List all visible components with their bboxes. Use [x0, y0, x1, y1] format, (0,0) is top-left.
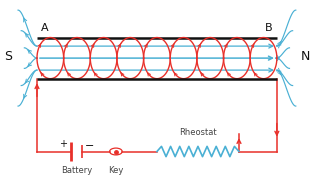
Text: Battery: Battery	[61, 166, 92, 175]
Text: +: +	[59, 139, 67, 149]
Text: A: A	[41, 23, 49, 33]
Text: B: B	[265, 23, 273, 33]
Text: Key: Key	[108, 166, 124, 175]
Text: −: −	[85, 141, 95, 151]
Text: S: S	[4, 50, 13, 63]
Text: N: N	[301, 50, 310, 63]
Text: Rheostat: Rheostat	[179, 128, 217, 137]
